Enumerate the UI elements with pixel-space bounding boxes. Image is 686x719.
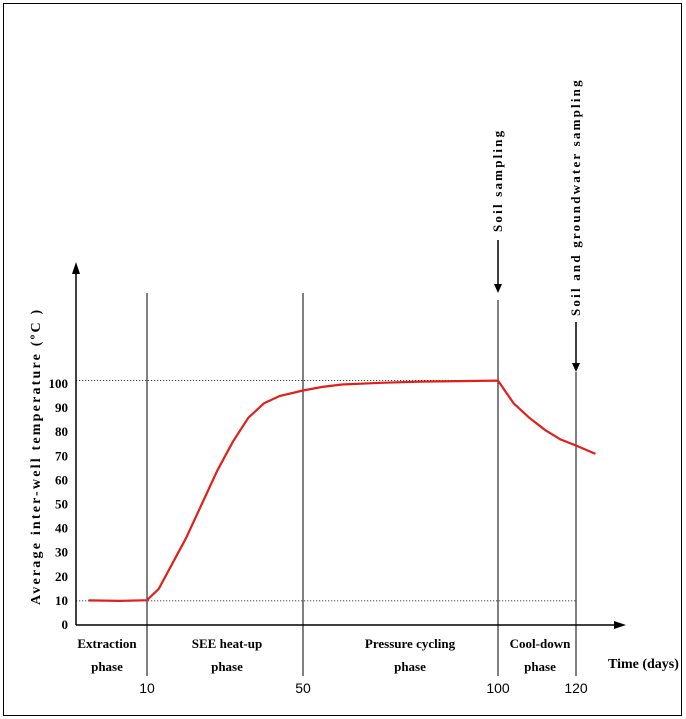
y-tick-label: 10 bbox=[55, 593, 68, 608]
y-tick-label: 40 bbox=[55, 521, 68, 536]
y-tick-label: 30 bbox=[55, 545, 68, 560]
annotations: Soil sampling Soil and groundwater sampli… bbox=[490, 78, 583, 372]
annotation-label: Soil and groundwater sampling bbox=[568, 78, 583, 316]
y-tick-label: 70 bbox=[55, 448, 68, 463]
y-axis-arrow bbox=[72, 262, 80, 274]
phase-label: Pressure cycling bbox=[365, 636, 456, 651]
y-tick-label: 0 bbox=[62, 617, 69, 632]
y-tick-label: 90 bbox=[55, 400, 68, 415]
phase-boundaries bbox=[146, 293, 577, 676]
x-axis-label: Time (days) bbox=[608, 657, 679, 672]
x-axis-arrow bbox=[614, 621, 626, 629]
phase-label-sub: phase bbox=[524, 659, 556, 674]
y-tick-label: 20 bbox=[55, 569, 68, 584]
phase-label: SEE heat-up bbox=[192, 636, 262, 651]
y-tick-label: 50 bbox=[55, 497, 68, 512]
reference-lines bbox=[76, 379, 576, 602]
phase-label-sub: phase bbox=[394, 659, 426, 674]
temperature-series-line bbox=[88, 379, 596, 603]
phase-label-sub: phase bbox=[211, 659, 243, 674]
phase-labels: Extraction phase SEE heat-up phase Pressure … bbox=[77, 636, 571, 674]
x-tick-labels: 10 50 100 120 bbox=[139, 680, 588, 696]
y-tick-labels: 0 10 20 30 40 50 60 70 80 90 100 bbox=[49, 376, 69, 632]
y-tick-label: 60 bbox=[55, 472, 68, 487]
x-tick-label: 120 bbox=[564, 680, 588, 696]
x-tick-label: 10 bbox=[139, 680, 155, 696]
axes bbox=[72, 262, 626, 629]
phase-label: Cool-down bbox=[510, 636, 571, 651]
phase-label-sub: phase bbox=[91, 659, 123, 674]
annotation-arrow-head bbox=[572, 363, 580, 372]
phase-label: Extraction bbox=[77, 636, 137, 651]
annotation-arrow-head bbox=[494, 284, 502, 293]
y-axis-label: Average inter-well temperature (ºC ) bbox=[29, 308, 44, 605]
x-tick-label: 100 bbox=[486, 680, 510, 696]
y-tick-label: 100 bbox=[49, 376, 69, 391]
figure-frame bbox=[3, 3, 682, 716]
annotation-label: Soil sampling bbox=[490, 129, 505, 232]
x-tick-label: 50 bbox=[295, 680, 311, 696]
y-tick-label: 80 bbox=[55, 424, 68, 439]
